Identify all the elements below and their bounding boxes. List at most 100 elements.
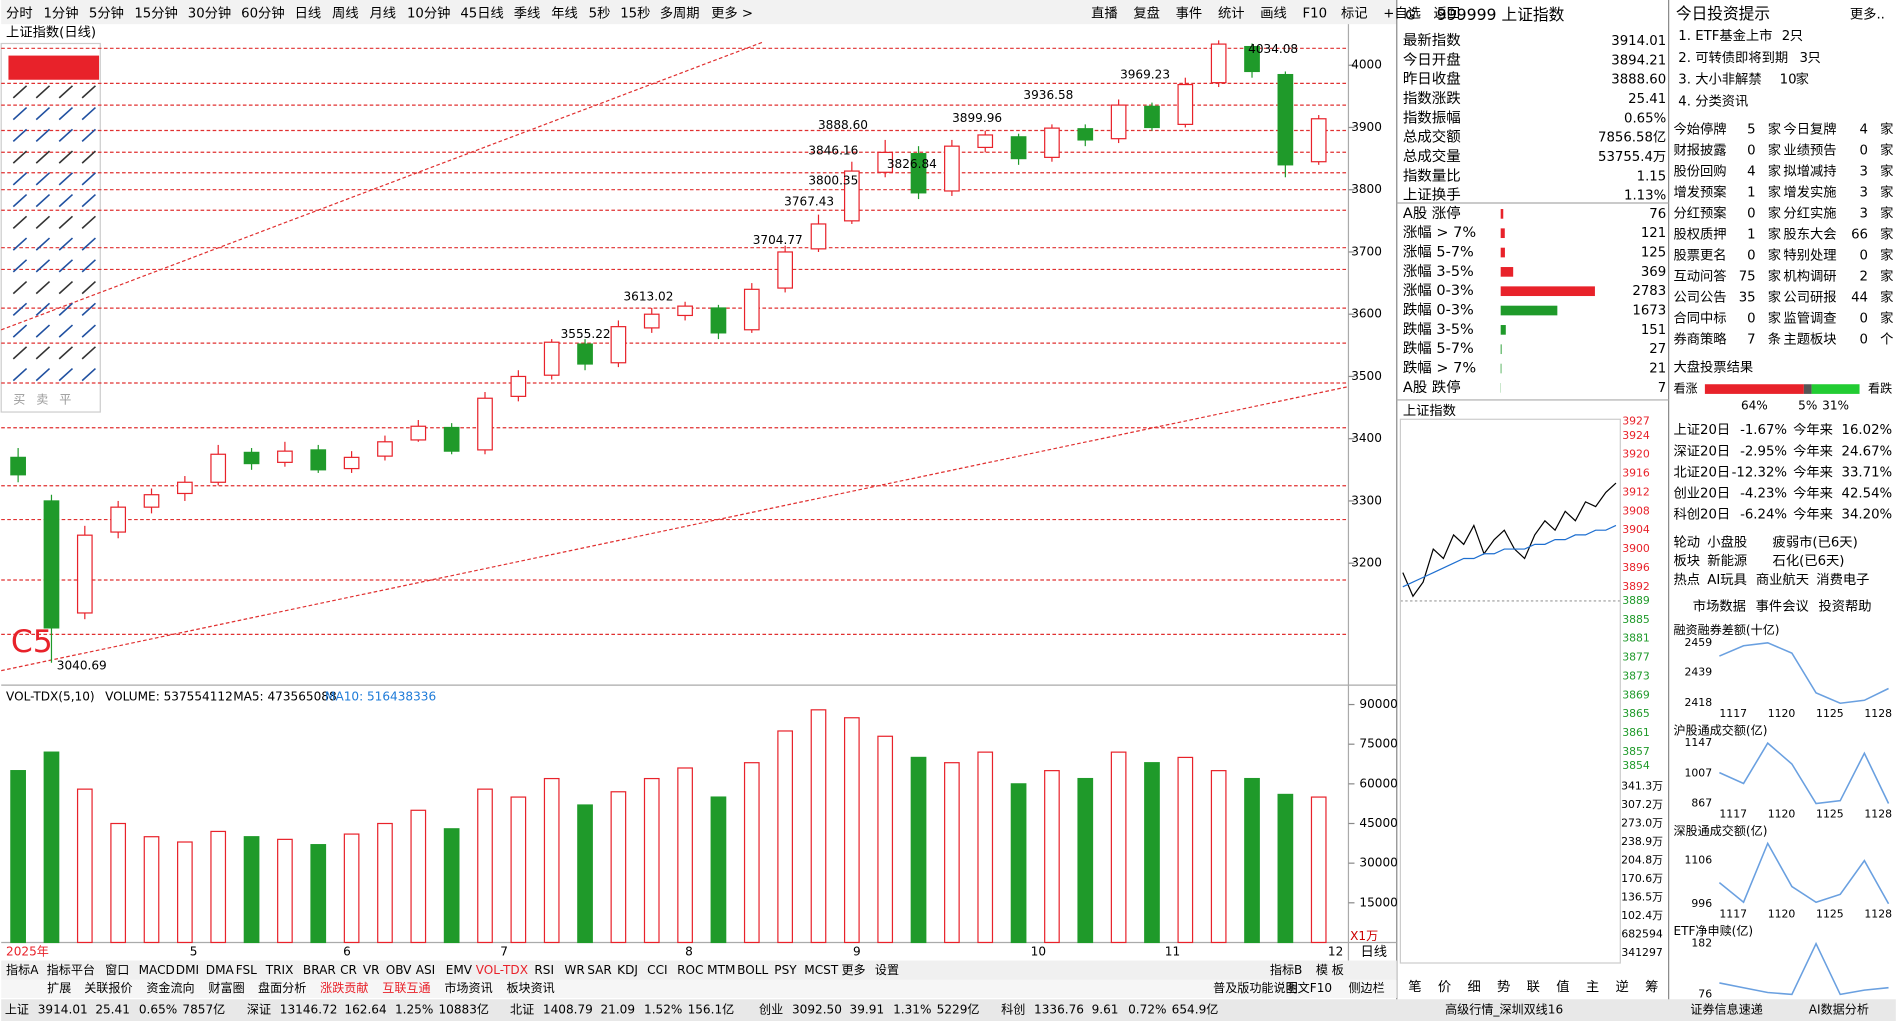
- indicator-tab[interactable]: 模 板: [1316, 963, 1344, 977]
- tool-icon[interactable]: [81, 150, 96, 164]
- indicator-tab[interactable]: CR: [340, 963, 357, 977]
- tool-icon[interactable]: [58, 367, 74, 382]
- sub-tab[interactable]: 扩展: [47, 981, 71, 995]
- tool-icon[interactable]: [12, 172, 28, 186]
- market-tab[interactable]: 投资帮助: [1818, 599, 1871, 615]
- tool-icon[interactable]: [12, 280, 28, 295]
- period-button[interactable]: 10分钟: [407, 4, 450, 21]
- indicator-tab[interactable]: 更多: [841, 963, 865, 977]
- period-button[interactable]: 季线: [514, 5, 541, 21]
- tool-button[interactable]: 事件: [1176, 5, 1203, 21]
- tool-icon[interactable]: [35, 259, 51, 273]
- indicator-tab[interactable]: 指标A: [6, 962, 39, 977]
- intraday-tab[interactable]: 联: [1527, 979, 1540, 995]
- tool-icon[interactable]: [35, 215, 51, 229]
- sub-tab[interactable]: 板块资讯: [506, 981, 554, 995]
- tool-icon[interactable]: [12, 215, 28, 229]
- period-button[interactable]: 5分钟: [89, 4, 124, 21]
- tool-icon[interactable]: [81, 193, 96, 208]
- period-button[interactable]: 周线: [332, 5, 359, 21]
- hot-item[interactable]: 商业航天: [1756, 572, 1809, 588]
- tool-icon[interactable]: [35, 85, 51, 99]
- tool-icon[interactable]: [12, 324, 28, 338]
- indicator-tab[interactable]: RSI: [534, 963, 554, 977]
- sub-tab[interactable]: 市场资讯: [444, 980, 492, 995]
- tool-icon[interactable]: [12, 346, 28, 360]
- tool-icon[interactable]: [12, 193, 28, 208]
- tool-icon[interactable]: [81, 237, 96, 251]
- more-link[interactable]: 更多..: [1850, 5, 1885, 22]
- intraday-tab[interactable]: 势: [1497, 979, 1510, 995]
- tool-icon[interactable]: [35, 193, 51, 208]
- indicator-tab[interactable]: SAR: [587, 963, 612, 977]
- tool-icon[interactable]: [58, 106, 74, 121]
- tool-icon[interactable]: [81, 128, 96, 142]
- tool-icon[interactable]: [35, 172, 51, 186]
- tool-button[interactable]: 复盘: [1133, 4, 1160, 21]
- period-button[interactable]: 5秒: [589, 5, 611, 21]
- period-button[interactable]: 45日线: [460, 5, 503, 21]
- period-button[interactable]: 15分钟: [134, 4, 177, 21]
- tool-icon[interactable]: [35, 302, 51, 316]
- tool-icon[interactable]: [81, 172, 96, 186]
- indicator-tab[interactable]: MACD: [139, 963, 175, 977]
- tool-button[interactable]: 统计: [1218, 5, 1245, 21]
- period-button[interactable]: 更多 >: [711, 4, 753, 21]
- tool-icon[interactable]: [58, 150, 74, 164]
- sub-tab[interactable]: 关联报价: [84, 980, 132, 995]
- status-link[interactable]: AI数据分析: [1809, 1002, 1869, 1017]
- tool-button[interactable]: 画线: [1260, 5, 1287, 21]
- tool-icon[interactable]: [81, 215, 96, 229]
- tool-icon[interactable]: [12, 106, 28, 121]
- intraday-tab[interactable]: 筹: [1645, 978, 1658, 995]
- tool-icon[interactable]: [35, 367, 51, 382]
- indicator-tab[interactable]: CCI: [647, 963, 667, 977]
- indicator-tab[interactable]: 设置: [875, 963, 899, 977]
- intraday-tab[interactable]: 价: [1438, 980, 1451, 995]
- status-link[interactable]: 普及版功能说明: [1213, 980, 1298, 995]
- sub-tab[interactable]: 互联互通: [382, 981, 430, 995]
- tool-icon[interactable]: [12, 302, 28, 316]
- indicator-tab[interactable]: KDJ: [617, 963, 638, 977]
- tip-text[interactable]: 4. 分类资讯: [1678, 93, 1748, 109]
- tool-button[interactable]: +自选: [1383, 5, 1421, 21]
- market-tab[interactable]: 事件会议: [1756, 599, 1809, 615]
- tool-icon[interactable]: [12, 150, 28, 164]
- tool-icon[interactable]: [81, 302, 96, 316]
- indicator-tab[interactable]: DMI: [176, 963, 199, 977]
- tool-icon[interactable]: [35, 237, 51, 251]
- tool-icon[interactable]: [58, 193, 74, 208]
- tool-icon[interactable]: [58, 215, 74, 229]
- indicator-tab[interactable]: ROC: [677, 963, 703, 977]
- status-link[interactable]: 高级行情_深圳双线16: [1445, 1002, 1563, 1017]
- intraday-tab[interactable]: 笔: [1408, 979, 1421, 995]
- indicator-tab[interactable]: TRIX: [265, 963, 294, 977]
- sub-tab[interactable]: 涨跌贡献: [320, 980, 368, 995]
- status-link[interactable]: 侧边栏: [1348, 980, 1384, 995]
- indicator-tab[interactable]: 指标B: [1270, 962, 1302, 977]
- tool-icon[interactable]: [58, 324, 74, 338]
- intraday-tab[interactable]: 主: [1586, 979, 1599, 995]
- tool-icon[interactable]: [12, 128, 28, 142]
- tool-icon[interactable]: [58, 259, 74, 273]
- tool-icon[interactable]: [81, 85, 96, 99]
- sub-tab[interactable]: 盘面分析: [258, 980, 306, 995]
- indicator-tab[interactable]: BRAR: [303, 963, 336, 977]
- tool-icon[interactable]: [58, 237, 74, 251]
- tip-text[interactable]: 1. ETF基金上市: [1678, 27, 1772, 44]
- tool-icon[interactable]: [35, 106, 51, 121]
- tool-icon[interactable]: [35, 150, 51, 164]
- hot-item[interactable]: AI玩具: [1707, 573, 1747, 588]
- tool-icon[interactable]: [35, 324, 51, 338]
- tool-icon[interactable]: [58, 302, 74, 316]
- tool-icon[interactable]: [58, 346, 74, 360]
- period-button[interactable]: 1分钟: [43, 4, 78, 21]
- tool-icon[interactable]: [58, 85, 74, 99]
- period-button[interactable]: 年线: [551, 5, 578, 21]
- indicator-tab[interactable]: MCST: [804, 963, 839, 977]
- intraday-tab[interactable]: 细: [1467, 979, 1480, 995]
- tool-icon[interactable]: [58, 172, 74, 186]
- tip-text[interactable]: 2. 可转债即将到期: [1678, 50, 1788, 66]
- period-button[interactable]: 月线: [369, 5, 396, 21]
- hot-item[interactable]: 消费电子: [1816, 572, 1869, 588]
